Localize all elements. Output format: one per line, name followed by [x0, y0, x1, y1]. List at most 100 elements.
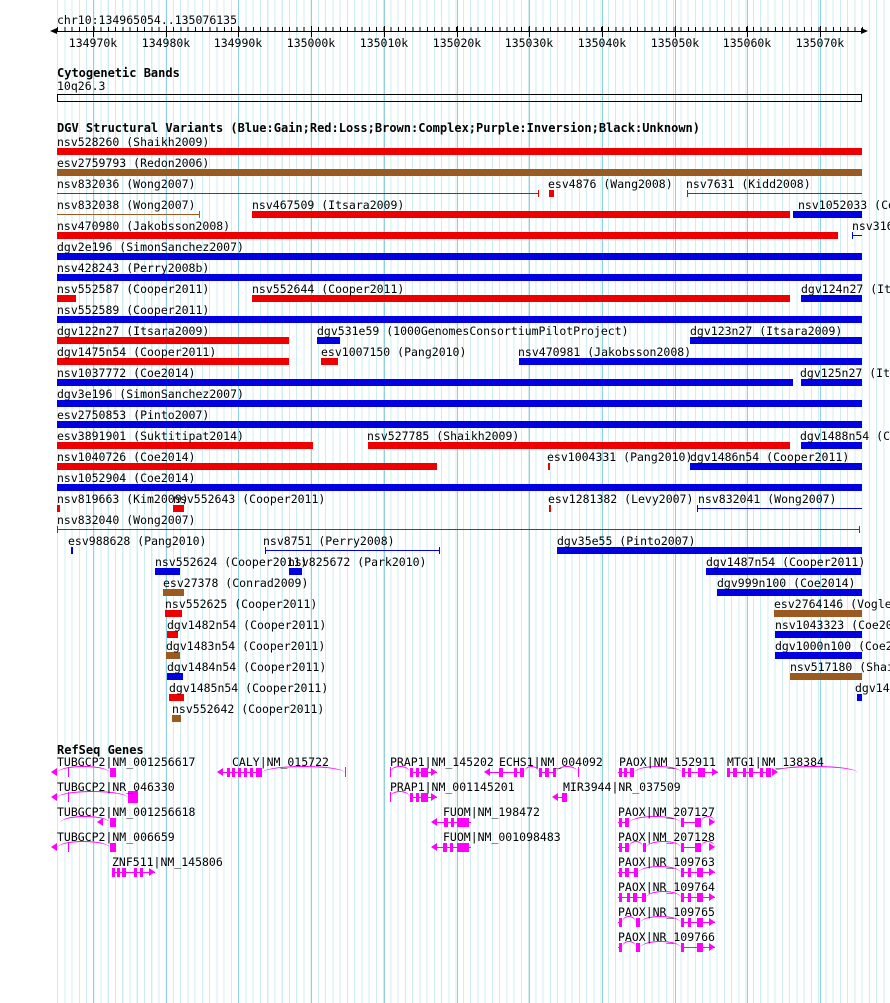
gene-exon[interactable] [619, 817, 622, 827]
gene-exon[interactable] [625, 867, 629, 877]
variant-label[interactable]: nsv552587 (Cooper2011) [57, 282, 210, 296]
gene-exon[interactable] [643, 842, 646, 852]
variant-label[interactable]: nsv825672 (Park2010) [288, 555, 427, 569]
variant-bar[interactable] [368, 442, 790, 449]
gene-exon[interactable] [636, 942, 640, 952]
gene-exon[interactable] [624, 767, 627, 777]
variant-label[interactable]: esv988628 (Pang2010) [68, 534, 207, 548]
variant-bar[interactable] [321, 358, 338, 365]
gene-exon[interactable] [681, 892, 684, 902]
variant-label[interactable]: dgv3e196 (SimonSanchez2007) [57, 387, 244, 401]
gene-exon[interactable] [444, 817, 448, 827]
variant-label[interactable]: dgv123n27 (Itsara2009) [690, 324, 843, 338]
variant-bar[interactable] [690, 337, 862, 344]
variant-label[interactable]: nsv1052033 (Coe2 [798, 198, 890, 212]
gene-label[interactable]: PRAP1|NM_145202 [390, 755, 494, 769]
gene-exon[interactable] [625, 817, 629, 827]
gene-exon[interactable] [457, 842, 469, 852]
gene-label[interactable]: FUOM|NM_001098483 [443, 830, 561, 844]
gene-exon[interactable] [520, 767, 524, 777]
variant-label[interactable]: dgv999n100 (Coe2014) [717, 576, 856, 590]
gene-exon[interactable] [451, 817, 454, 827]
variant-label[interactable]: dgv148 [855, 681, 890, 695]
variant-label[interactable]: dgv1475n54 (Cooper2011) [57, 345, 217, 359]
gene-label[interactable]: PAOX|NM_207127 [618, 805, 715, 819]
gene-exon[interactable] [619, 867, 622, 877]
gene-exon[interactable] [410, 767, 413, 777]
variant-bar[interactable] [57, 463, 437, 470]
variant-label[interactable]: nsv552589 (Cooper2011) [57, 303, 210, 317]
variant-bar[interactable] [57, 295, 76, 302]
gene-label[interactable]: PRAP1|NM_001145201 [390, 780, 515, 794]
variant-label[interactable]: esv3891901 (Suktitipat2014) [57, 429, 244, 443]
variant-label[interactable]: nsv8751 (Perry2008) [263, 534, 395, 548]
variant-label[interactable]: dgv1488n54 (Coo [800, 429, 890, 443]
gene-exon[interactable] [681, 842, 684, 852]
gene-exon[interactable] [514, 767, 517, 777]
gene-exon[interactable] [743, 767, 746, 777]
gene-exon[interactable] [110, 842, 116, 852]
variant-bar[interactable] [57, 253, 862, 260]
variant-label[interactable]: nsv832038 (Wong2007) [57, 198, 196, 212]
gene-exon[interactable] [457, 817, 469, 827]
gene-exon[interactable] [749, 767, 753, 777]
gene-exon[interactable] [232, 767, 235, 777]
gene-exon[interactable] [619, 892, 622, 902]
variant-label[interactable]: dgv124n27 (Itsa [801, 282, 890, 296]
gene-exon[interactable] [636, 917, 640, 927]
gene-exon[interactable] [697, 892, 703, 902]
variant-label[interactable]: nsv7631 (Kidd2008) [686, 177, 811, 191]
gene-label[interactable]: TUBGCP2|NM_001256618 [57, 805, 196, 819]
variant-bar[interactable] [57, 379, 793, 386]
variant-label[interactable]: dgv125n27 (Itsa [800, 366, 890, 380]
variant-bar[interactable] [57, 169, 862, 176]
variant-bar[interactable] [57, 232, 838, 239]
gene-exon[interactable] [619, 942, 622, 952]
variant-label[interactable]: nsv819663 (Kim2009) [57, 492, 189, 506]
variant-line[interactable] [57, 214, 200, 215]
variant-line[interactable] [697, 508, 862, 509]
variant-line[interactable] [57, 529, 860, 530]
variant-label[interactable]: nsv832040 (Wong2007) [57, 513, 196, 527]
variant-label[interactable]: nsv528260 (Shaikh2009) [57, 135, 210, 149]
variant-line[interactable] [852, 235, 862, 236]
gene-exon[interactable] [698, 767, 705, 777]
variant-bar[interactable] [774, 610, 862, 617]
gene-exon[interactable] [688, 892, 691, 902]
variant-label[interactable]: esv1004331 (Pang2010) [547, 450, 693, 464]
gene-exon[interactable] [421, 792, 428, 802]
variant-label[interactable]: nsv1040726 (Coe2014) [57, 450, 196, 464]
gene-exon[interactable] [681, 817, 684, 827]
variant-line[interactable] [57, 193, 539, 194]
gene-exon[interactable] [619, 917, 622, 927]
gene-exon[interactable] [688, 917, 691, 927]
variant-label[interactable]: dgv2e196 (SimonSanchez2007) [57, 240, 244, 254]
gene-exon[interactable] [625, 842, 629, 852]
variant-bar[interactable] [557, 547, 862, 554]
gene-exon[interactable] [256, 767, 262, 777]
gene-exon[interactable] [227, 767, 230, 777]
gene-exon[interactable] [727, 767, 730, 777]
gene-exon[interactable] [553, 767, 556, 777]
variant-label[interactable]: nsv1043323 (Coe2014 [775, 618, 890, 632]
variant-bar[interactable] [252, 295, 790, 302]
variant-bar[interactable] [519, 358, 862, 365]
gene-exon[interactable] [238, 767, 241, 777]
gene-exon[interactable] [695, 842, 701, 852]
gene-exon[interactable] [416, 792, 419, 802]
gene-exon[interactable] [410, 792, 413, 802]
gene-exon[interactable] [633, 892, 637, 902]
variant-label[interactable]: dgv1483n54 (Cooper2011) [166, 639, 326, 653]
gene-exon[interactable] [697, 917, 703, 927]
variant-label[interactable]: dgv122n27 (Itsara2009) [57, 324, 210, 338]
variant-bar[interactable] [57, 400, 862, 407]
gene-label[interactable]: TUBGCP2|NM_006659 [57, 830, 175, 844]
variant-label[interactable]: nsv552642 (Cooper2011) [172, 702, 325, 716]
gene-exon[interactable] [110, 817, 116, 827]
gene-label[interactable]: TUBGCP2|NM_001256617 [57, 755, 196, 769]
variant-label[interactable]: esv4876 (Wang2008) [548, 177, 673, 191]
variant-label[interactable]: nsv1037772 (Coe2014) [57, 366, 196, 380]
variant-bar[interactable] [57, 148, 862, 155]
gene-exon[interactable] [619, 767, 622, 777]
variant-line[interactable] [265, 550, 440, 551]
